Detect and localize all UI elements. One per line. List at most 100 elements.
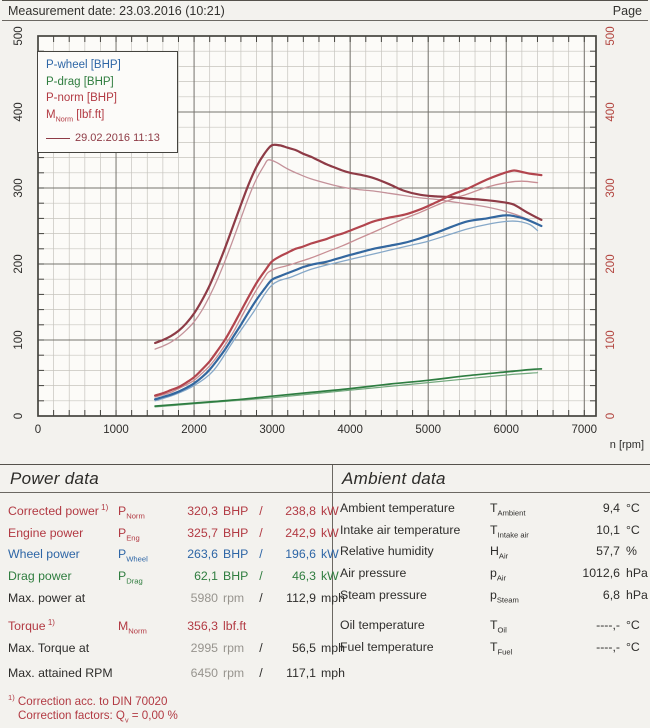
power-table-row: Wheel power PWheel 263,6 BHP / 196,6 kW (8, 546, 339, 568)
row-value: 1012,6 (582, 565, 620, 580)
section-rule (332, 492, 650, 493)
row-unit-primary: BHP (223, 569, 249, 584)
y-axis-tick-label: 500 (13, 26, 25, 45)
power-table-row: Max. attained RPM 6450 rpm/117,1 mph (8, 665, 345, 681)
row-label: Fuel temperature (340, 639, 434, 654)
row-value: 10,1 (596, 522, 620, 537)
row-unit-primary: rpm (223, 640, 245, 655)
row-symbol: PEng (118, 525, 140, 543)
row-value-primary: 320,3 (187, 504, 218, 519)
row-value-secondary: 112,9 (286, 590, 316, 605)
correction-footnotes: 1) Correction acc. to DIN 70020 Correctio… (8, 691, 324, 728)
ambient-table-row: Ambient temperature TAmbient 9,4 °C (340, 500, 642, 522)
ambient-table-row: Oil temperature TOil ----,- °C (340, 617, 642, 639)
value-separator: / (259, 640, 263, 655)
row-label: Intake air temperature (340, 522, 461, 537)
value-separator: / (259, 590, 263, 605)
row-unit-secondary: kW (321, 569, 339, 584)
y-axis-tick-label: 100 (13, 330, 25, 349)
series-P-wheel (154, 214, 543, 401)
row-label: Oil temperature (340, 618, 425, 633)
power-table-row: Drag power PDrag 62,1 BHP / 46,3 kW (8, 568, 339, 590)
row-label: Drag power (8, 569, 72, 584)
y-axis-tick-label: 200 (605, 254, 617, 273)
x-axis-label: n [rpm] (610, 439, 644, 451)
row-unit-secondary: kW (321, 525, 339, 540)
row-label: Torque 1) (8, 617, 55, 634)
power-table-row: Corrected power 1) PNorm 320,3 BHP / 238,8 kW (8, 500, 339, 525)
row-symbol: TAmbient (490, 501, 526, 518)
row-value-primary: 2995 (190, 640, 218, 655)
y-axis-tick-label: 200 (13, 254, 25, 273)
legend-line-swatch (46, 138, 70, 140)
report-header: Measurement date: 23.03.2016 (10:21) Pag… (0, 0, 650, 21)
row-unit: °C (626, 501, 640, 515)
ambient-data-title: Ambient data (342, 469, 446, 488)
row-value: 6,8 (602, 587, 620, 602)
power-table-row: Max. Torque at 2995 rpm/56,5 mph (8, 640, 345, 656)
row-symbol: HAir (490, 544, 509, 561)
measurement-date: Measurement date: 23.03.2016 (10:21) (8, 4, 225, 18)
row-label: Wheel power (8, 547, 80, 562)
row-value-secondary: 56,5 (292, 640, 316, 655)
row-unit: °C (626, 618, 640, 633)
row-unit-primary: BHP (223, 525, 249, 540)
row-unit-primary: rpm (223, 590, 245, 605)
y-axis-tick-label: 400 (605, 102, 617, 121)
x-axis-tick-label: 3000 (259, 424, 285, 436)
row-symbol: TOil (490, 618, 507, 635)
row-symbol: pAir (490, 565, 507, 583)
header-bottom-rule (2, 20, 648, 21)
row-symbol: PWheel (118, 547, 148, 564)
dyno-chart: 0 100 200 300 400 500 0 100 200 300 400 500 0 1000 200… (0, 23, 650, 455)
x-axis-tick-label: 5000 (415, 424, 441, 436)
plot-border (37, 35, 597, 417)
x-axis-tick-label: 0 (35, 424, 41, 436)
row-value-secondary: 117,1 (286, 665, 316, 680)
legend-item: P-norm [BHP] (46, 92, 117, 104)
row-symbol: TIntake air (490, 522, 529, 540)
row-value-secondary: 46,3 (292, 569, 316, 584)
y-axis-tick-label: 300 (13, 178, 25, 197)
section-rule (0, 492, 332, 493)
ambient-table-row: Relative humidity HAir 57,7% (340, 543, 642, 565)
row-unit: hPa (626, 565, 648, 580)
ambient-table-row: Steam pressure pSteam 6,8 hPa (340, 587, 648, 609)
power-data-title: Power data (10, 469, 99, 488)
legend-item: P-drag [BHP] (46, 75, 114, 88)
chart-legend: P-wheel [BHP] P-drag [BHP] P-norm [BHP] MNo… (37, 51, 178, 153)
row-value-secondary: 196,6 (285, 547, 316, 562)
row-unit: hPa (626, 587, 648, 602)
row-unit-primary: BHP (223, 504, 249, 519)
row-symbol: pSteam (490, 587, 519, 605)
row-label: Steam pressure (340, 587, 427, 602)
row-value-primary: 62,1 (194, 569, 218, 584)
row-label: Max. Torque at (8, 640, 90, 655)
legend-item: 29.02.2016 11:13 (46, 130, 168, 147)
row-value-secondary: 242,9 (285, 525, 316, 540)
value-separator: / (259, 569, 263, 584)
row-value: 57,7 (596, 544, 620, 559)
value-separator: / (259, 547, 263, 562)
row-unit-secondary: kW (321, 547, 339, 562)
row-label: Max. power at (8, 590, 86, 605)
row-label: Engine power (8, 525, 84, 540)
row-value-secondary: 238,8 (285, 504, 316, 519)
y-axis-tick-label: 400 (13, 102, 25, 121)
power-table-row: Engine power PEng 325,7 BHP / 242,9 kW (8, 525, 339, 547)
row-symbol: PNorm (118, 504, 145, 521)
legend-item: P-wheel [BHP] (46, 59, 121, 71)
row-value: 9,4 (602, 501, 620, 515)
y-axis-tick-label: 0 (605, 413, 617, 419)
series-P-norm (154, 169, 543, 397)
y-axis-tick-label: 0 (13, 413, 25, 419)
ambient-table-row: Intake air temperature TIntake air 10,1 °C (340, 522, 642, 544)
value-separator: / (259, 665, 263, 680)
power-table-row: Max. power at 5980 rpm / 112,9 mph (8, 590, 345, 606)
row-label: Max. attained RPM (8, 665, 113, 680)
series-P-wheel-ref (154, 220, 539, 402)
row-unit: °C (626, 522, 640, 537)
row-unit: % (626, 544, 637, 559)
data-tables: Power data Corrected power 1) PNorm 320,3 B… (0, 464, 650, 725)
